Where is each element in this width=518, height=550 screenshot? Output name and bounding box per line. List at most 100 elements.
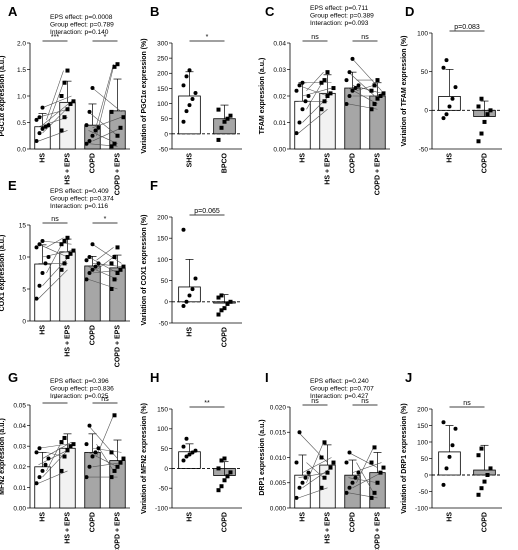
pair-line (96, 64, 114, 126)
data-point (59, 242, 64, 247)
sig-label: ns (311, 34, 319, 41)
data-point (34, 245, 39, 250)
y-tick-label: -50 (419, 146, 429, 153)
data-point (479, 131, 484, 136)
data-point (84, 141, 89, 146)
data-point (34, 296, 39, 301)
data-point (93, 264, 98, 269)
x-category-label: HS (447, 512, 454, 522)
data-point (43, 462, 48, 467)
y-tick-label: 100 (157, 101, 168, 108)
x-category-label: HS (447, 153, 454, 163)
data-point (115, 245, 120, 250)
y-axis-label: Variation of DRP1 expression (%) (401, 403, 408, 513)
data-point (190, 287, 195, 292)
data-point (219, 293, 224, 298)
y-axis-label: MFN2 expression (a.u.) (0, 418, 6, 495)
sig-label: ns (101, 396, 109, 403)
pair-line (38, 470, 68, 484)
data-point (193, 90, 198, 95)
y-tick-label: 0.02 (273, 93, 286, 100)
pair-line (42, 240, 72, 245)
x-category-label: COPD + EPS (115, 512, 122, 550)
data-point (356, 83, 361, 88)
data-point (37, 131, 42, 136)
stats-line: Group effect: p=0.389 (310, 12, 374, 19)
y-tick-label: 100 (417, 439, 428, 446)
y-axis-label: TFAM expression (a.u.) (259, 58, 266, 135)
y-tick-label: -50 (159, 146, 169, 153)
y-tick-label: -50 (159, 320, 169, 327)
bar (473, 469, 496, 476)
data-point (65, 107, 70, 112)
pair-line (306, 71, 324, 91)
panel-letter: B (150, 4, 159, 19)
y-tick-label: 0.02 (13, 464, 26, 471)
data-point (190, 97, 195, 102)
pair-line (46, 70, 64, 120)
data-point (228, 113, 233, 118)
data-point (71, 248, 76, 253)
data-point (222, 456, 227, 461)
pair-line (92, 462, 122, 468)
data-point (184, 436, 189, 441)
y-tick-label: 0.020 (270, 404, 287, 411)
stats-line: Interaction: p=0.025 (50, 393, 109, 400)
data-point (482, 119, 487, 124)
bar (84, 451, 101, 509)
data-point (109, 261, 114, 266)
data-point (297, 83, 302, 88)
data-point (369, 495, 374, 500)
data-point (62, 115, 67, 120)
bar (109, 267, 126, 322)
data-point (447, 454, 452, 459)
pair-line (348, 71, 378, 99)
data-point (476, 104, 481, 109)
pair-line (356, 85, 374, 91)
y-tick-label: 0.03 (273, 67, 286, 74)
y-tick-label: 0 (164, 466, 168, 473)
panel-b: B -50 0 50 100 150 200 250 300 Variation of PGC1α… (141, 4, 242, 173)
pair-line (38, 108, 68, 118)
bar (34, 466, 51, 509)
data-point (87, 255, 92, 259)
data-point (488, 108, 493, 113)
y-tick-label: 0 (424, 108, 428, 115)
y-axis-label: Variation of MFN2 expression (%) (141, 403, 148, 514)
pair-line (92, 116, 122, 129)
data-point (216, 466, 221, 471)
data-point (350, 88, 355, 93)
x-category-label: COPD (350, 512, 357, 532)
data-point (43, 124, 48, 129)
data-point (444, 112, 449, 117)
data-point (68, 444, 73, 449)
data-point (369, 88, 374, 93)
data-point (65, 255, 70, 259)
data-point (109, 287, 114, 291)
bar (59, 447, 76, 509)
pair-line (302, 93, 332, 123)
data-point (96, 261, 101, 266)
data-point (84, 442, 89, 447)
y-tick-label: -50 (419, 489, 429, 496)
pair-line (96, 247, 114, 261)
data-point (219, 308, 224, 313)
data-point (71, 99, 76, 104)
data-point (84, 258, 89, 263)
panel-letter: E (8, 178, 17, 193)
data-point (109, 109, 114, 114)
data-point (59, 267, 64, 272)
data-point (59, 440, 64, 445)
data-point (219, 125, 224, 130)
pair-line (298, 109, 328, 134)
panel-d: D -50 0 50 100 Variation of TFAM expression (… (401, 4, 502, 173)
data-point (303, 475, 308, 480)
pair-line (38, 443, 68, 449)
data-point (328, 91, 333, 96)
data-point (294, 460, 299, 465)
y-tick-label: 0.015 (270, 430, 287, 437)
sig-label: ns (463, 400, 471, 407)
pair-line (88, 111, 118, 136)
y-axis-label: Variation of TFAM expression (%) (401, 36, 408, 147)
pair-line (298, 472, 328, 478)
